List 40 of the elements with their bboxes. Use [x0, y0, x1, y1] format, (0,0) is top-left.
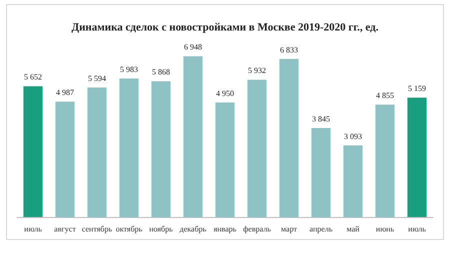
x-tick-label: декабрь	[180, 224, 207, 234]
data-label: 5 983	[120, 65, 138, 74]
bar	[311, 128, 331, 217]
x-tick-label: ноябрь	[149, 224, 174, 234]
x-tick-label: сентябрь	[82, 224, 112, 234]
x-tick-label: июнь	[376, 224, 394, 234]
bar	[87, 88, 107, 217]
data-label: 5 159	[408, 84, 426, 94]
data-label: 5 652	[24, 72, 42, 82]
x-tick-label: февраль	[243, 224, 272, 234]
bar	[407, 98, 427, 217]
bar	[55, 102, 75, 217]
data-label: 4 987	[56, 88, 74, 98]
x-tick-label: март	[281, 224, 298, 234]
bar	[119, 78, 139, 217]
bar	[183, 56, 203, 217]
chart-title: Динамика сделок с новостройками в Москве 2019-2020 гг., ед.	[72, 22, 379, 34]
bar	[151, 81, 171, 217]
x-tick-label: январь	[214, 224, 237, 234]
bar	[215, 102, 235, 217]
x-tick-label: август	[54, 224, 76, 234]
bar	[375, 104, 395, 217]
x-tick-label: апрель	[310, 224, 333, 234]
data-label: 4 855	[376, 91, 394, 100]
x-tick-label: июль	[408, 224, 426, 234]
data-label: 4 950	[216, 88, 234, 98]
data-label: 6 833	[280, 45, 298, 54]
x-tick-label: октябрь	[116, 224, 143, 234]
data-label: 3 093	[344, 132, 362, 141]
bar	[279, 58, 299, 217]
x-tick-label: май	[346, 224, 360, 234]
data-label: 5 594	[88, 74, 106, 84]
data-label: 5 932	[248, 66, 266, 76]
data-label: 6 948	[184, 42, 202, 52]
bar	[247, 80, 267, 217]
bar	[343, 145, 363, 217]
data-label: 5 868	[152, 68, 170, 77]
data-label: 3 845	[312, 114, 330, 124]
bar	[23, 86, 43, 217]
x-tick-label: июль	[24, 224, 42, 234]
